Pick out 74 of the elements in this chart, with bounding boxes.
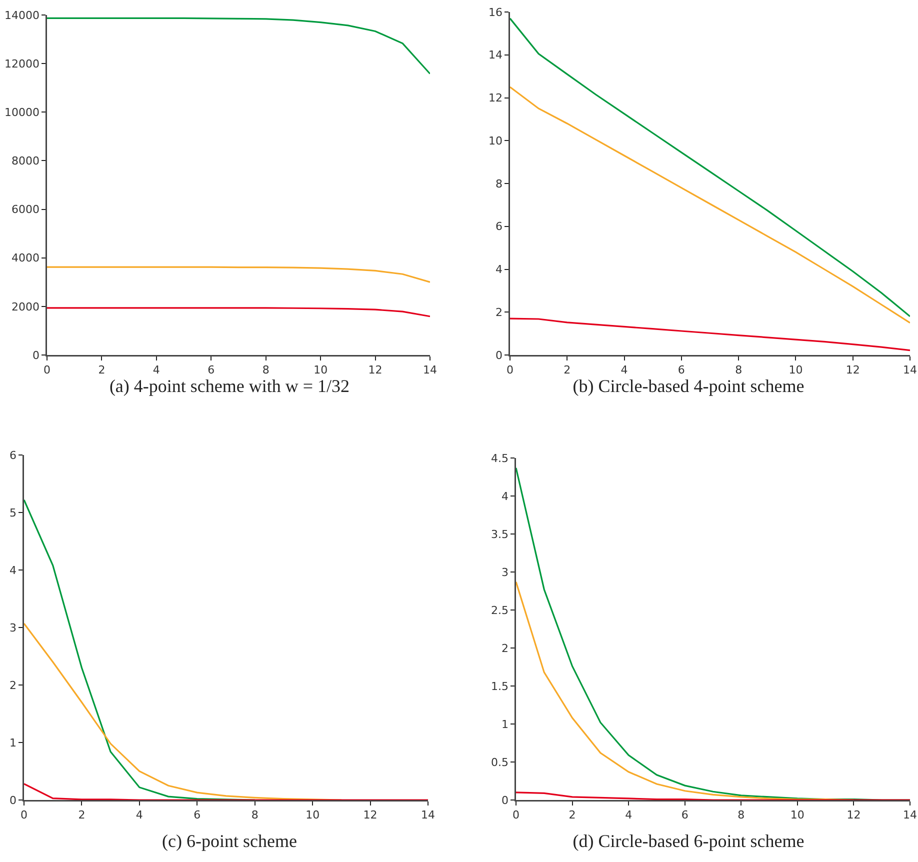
y-tick-label: 6 <box>10 448 16 462</box>
x-tick-label: 8 <box>735 364 742 376</box>
y-tick-label: 12 <box>488 92 502 105</box>
y-tick-label: 10 <box>488 134 502 148</box>
x-tick-label: 10 <box>314 364 328 376</box>
x-tick-label: 6 <box>681 808 688 822</box>
x-tick-label: 12 <box>846 364 860 376</box>
x-tick-label: 12 <box>846 808 861 822</box>
x-tick-label: 4 <box>136 808 143 822</box>
x-tick-label: 0 <box>44 364 50 376</box>
line-series <box>47 307 430 318</box>
y-tick-label: 0 <box>502 794 508 807</box>
y-tick-label: 6000 <box>12 203 40 216</box>
x-tick-label: 8 <box>738 808 745 822</box>
y-tick-label: 2.5 <box>491 604 508 617</box>
y-tick-label: 0 <box>496 348 502 362</box>
x-tick-label: 14 <box>423 364 437 376</box>
text: (a) 4-point scheme with w = 1/32 <box>108 376 351 397</box>
x-tick-label: 8 <box>251 808 258 822</box>
y-tick-label: 10000 <box>4 106 40 119</box>
x-tick-label: 10 <box>788 364 803 376</box>
y-tick-label: 2 <box>496 306 502 319</box>
y-tick-label: 4 <box>502 490 508 503</box>
x-tick-label: 12 <box>363 808 378 822</box>
y-tick-label: 4.5 <box>491 452 508 465</box>
line-series <box>47 266 430 283</box>
y-tick-label: 5 <box>10 506 16 520</box>
y-tick-label: 0.5 <box>491 756 508 769</box>
x-tick-label: 0 <box>512 808 520 822</box>
x-tick-label: 4 <box>152 364 160 376</box>
y-tick-label: 2000 <box>12 300 40 314</box>
x-tick-label: 4 <box>625 808 632 822</box>
x-tick-label: 2 <box>564 364 571 376</box>
y-tick-label: 4 <box>496 263 502 276</box>
y-tick-label: 6 <box>496 220 502 234</box>
x-tick-label: 2 <box>78 808 86 822</box>
y-tick-label: 2 <box>502 642 508 655</box>
x-tick-label: 14 <box>903 808 917 822</box>
x-tick-label: 2 <box>98 364 106 376</box>
text: (d) Circle-based 6-point scheme <box>572 831 806 852</box>
x-tick-label: 6 <box>678 364 685 376</box>
x-tick-label: 12 <box>368 364 382 376</box>
y-tick-label: 4 <box>10 564 16 577</box>
y-tick-label: 16 <box>488 6 502 19</box>
x-tick-label: 6 <box>208 364 215 376</box>
line-series <box>510 86 910 324</box>
y-tick-label: 14000 <box>4 8 40 22</box>
y-tick-label: 14 <box>488 48 502 62</box>
x-tick-label: 14 <box>421 808 435 822</box>
y-tick-label: 0 <box>32 348 40 362</box>
line-series <box>47 17 430 75</box>
line-series <box>510 18 910 318</box>
x-tick-label: 10 <box>306 808 320 822</box>
text: (b) Circle-based 4-point scheme <box>572 376 806 397</box>
text: (c) 6-point scheme <box>161 831 298 852</box>
y-tick-label: 1.5 <box>491 680 508 693</box>
y-tick-label: 8 <box>496 177 502 190</box>
y-tick-label: 12000 <box>4 57 40 70</box>
x-tick-label: 6 <box>194 808 201 822</box>
y-tick-label: 3.5 <box>491 528 508 541</box>
line-series <box>510 318 910 352</box>
y-tick-label: 1 <box>10 736 16 750</box>
y-tick-label: 3 <box>502 566 508 579</box>
y-tick-label: 8000 <box>12 154 40 168</box>
x-tick-label: 8 <box>262 364 270 376</box>
x-tick-label: 14 <box>903 364 917 376</box>
x-tick-label: 2 <box>568 808 576 822</box>
y-tick-label: 0 <box>10 794 16 807</box>
x-tick-label: 10 <box>790 808 804 822</box>
x-tick-label: 4 <box>620 364 628 376</box>
y-tick-label: 2 <box>10 678 16 692</box>
y-tick-label: 3 <box>10 621 16 634</box>
y-tick-label: 1 <box>502 718 508 731</box>
y-tick-label: 4000 <box>12 252 40 265</box>
